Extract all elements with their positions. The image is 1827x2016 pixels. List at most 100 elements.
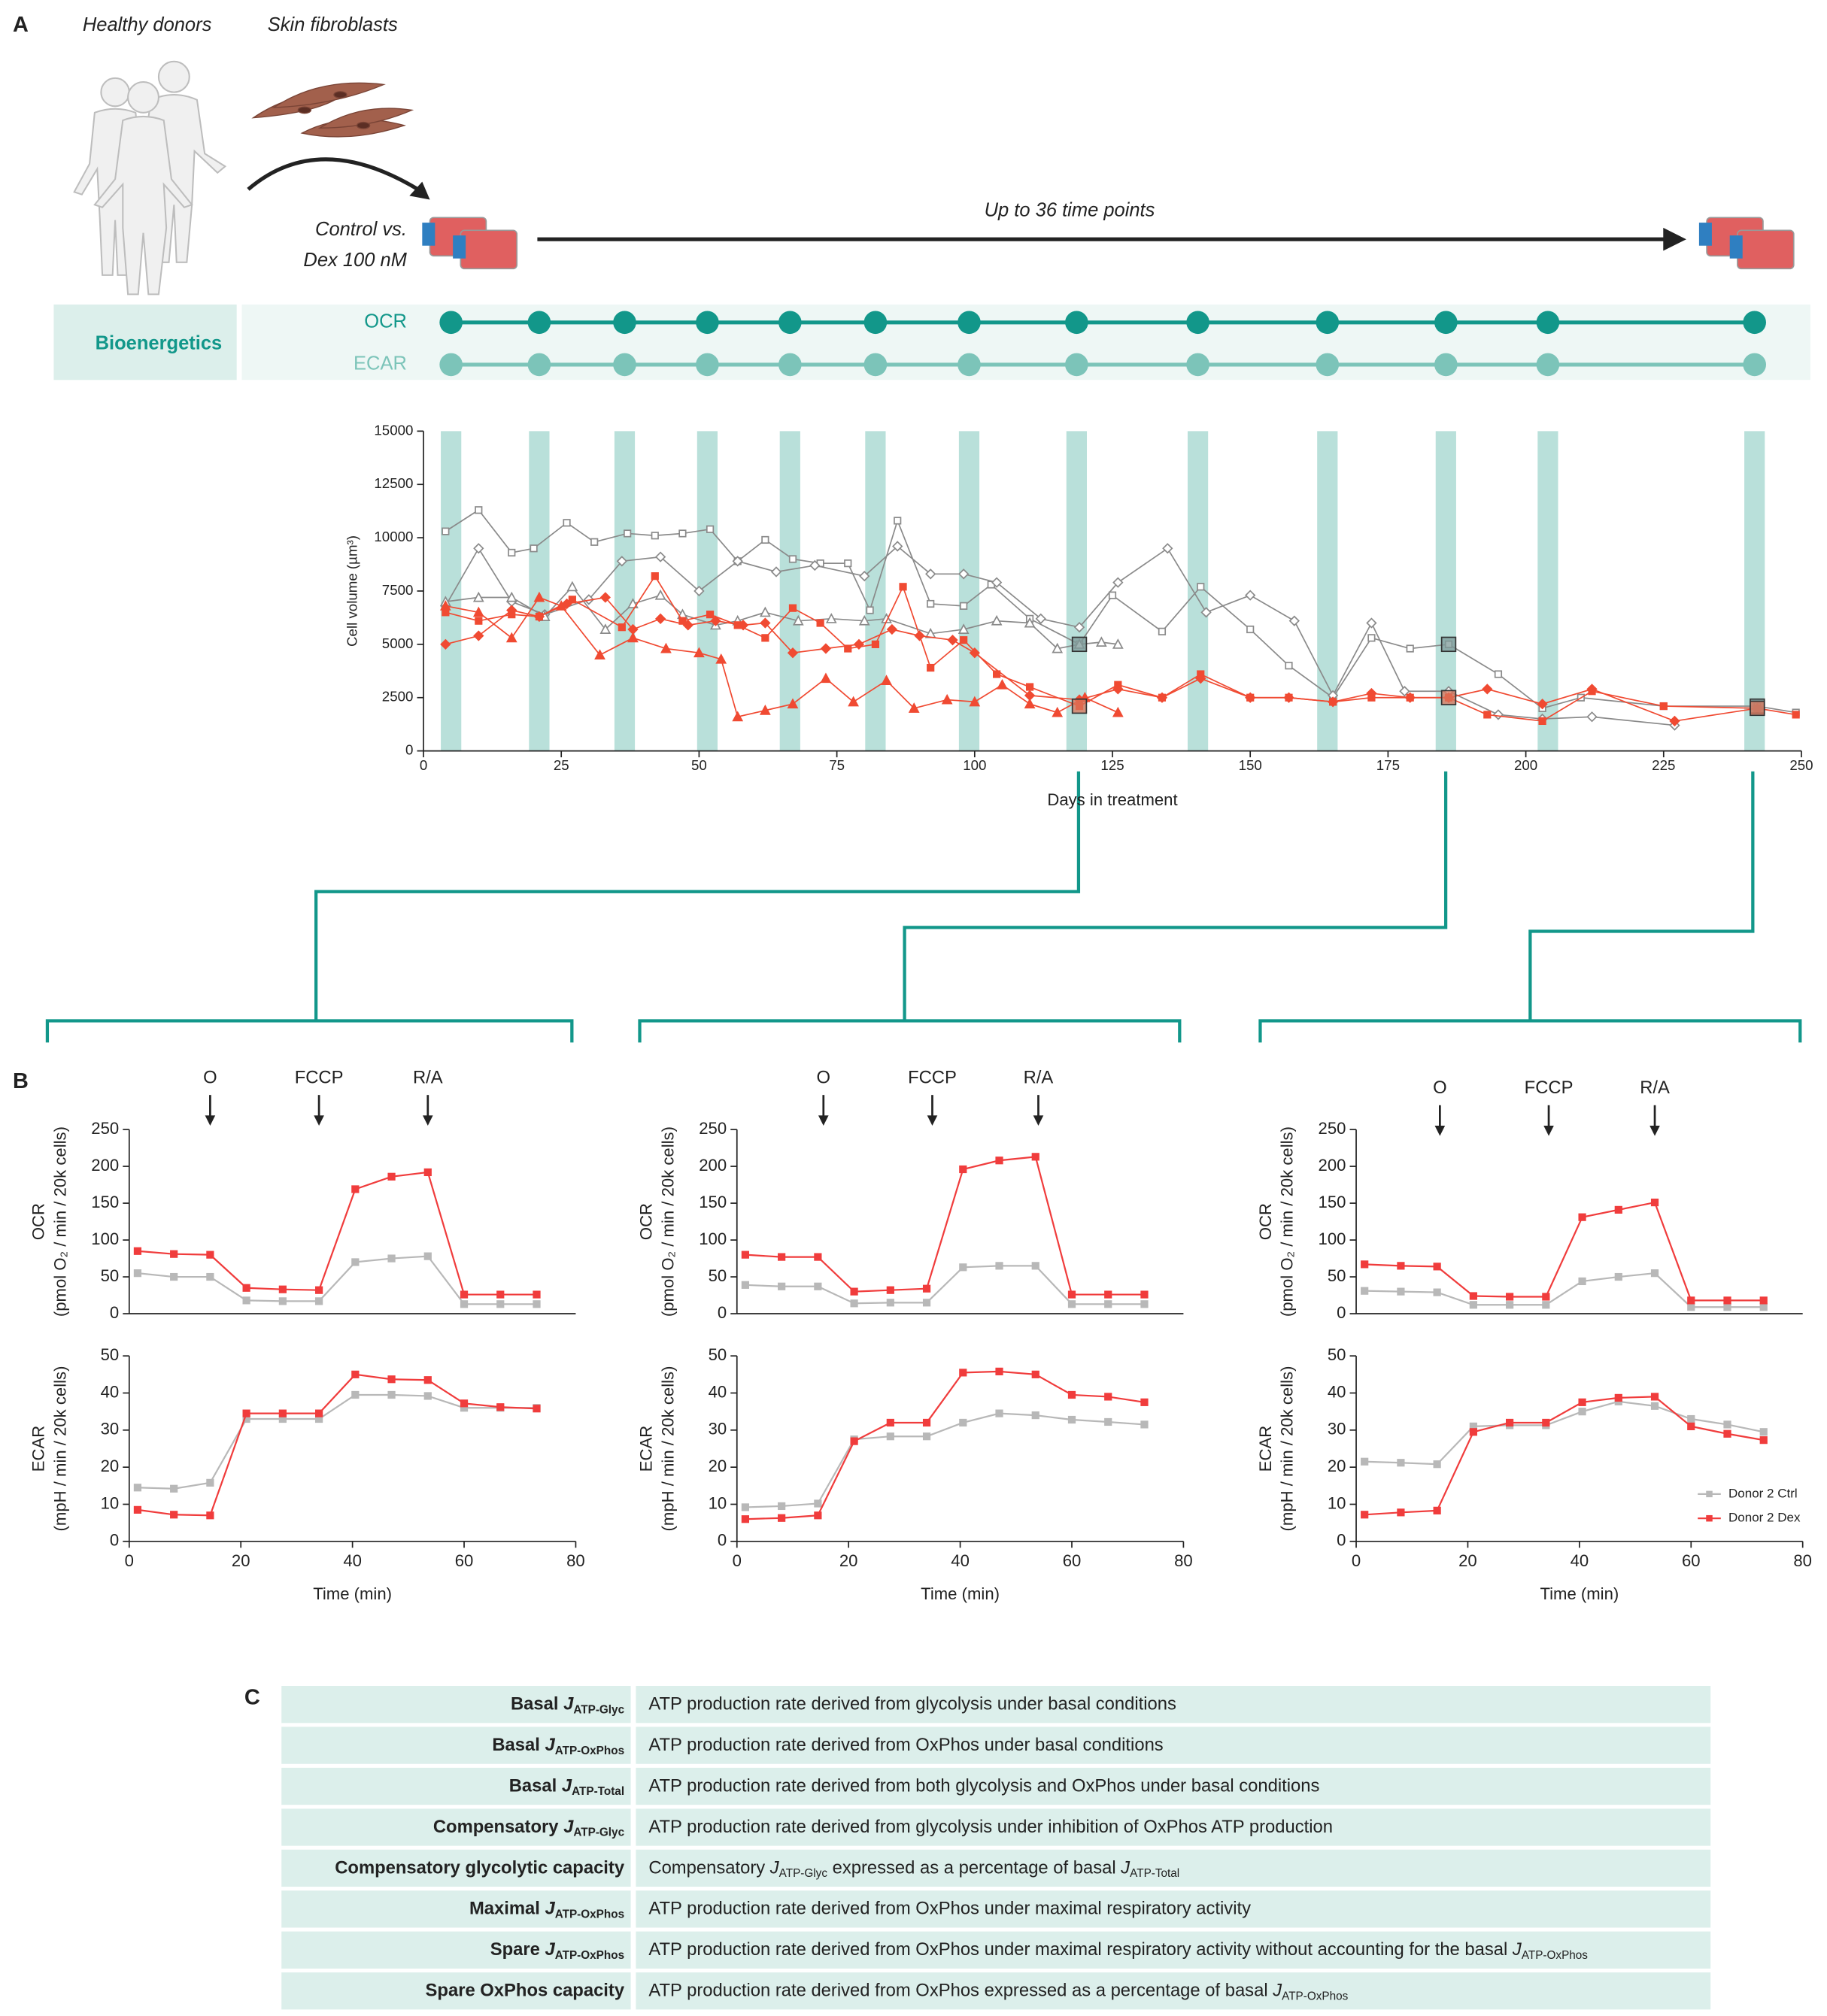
timepoint-dot — [439, 353, 463, 377]
y-tick-label: 50 — [101, 1345, 120, 1364]
marker — [792, 614, 804, 626]
marker — [1578, 1213, 1586, 1221]
marker — [886, 1286, 894, 1294]
marker — [1542, 1293, 1550, 1301]
y-tick-label: 200 — [91, 1156, 119, 1175]
marker — [886, 1299, 894, 1307]
y-tick-label: 0 — [110, 1303, 119, 1322]
series-line — [745, 1370, 1145, 1520]
marker — [133, 1505, 142, 1514]
marker — [508, 548, 516, 557]
row-label: Spare JATP-OxPhos — [490, 1939, 624, 1962]
marker — [1482, 684, 1493, 695]
legend-marker — [1706, 1490, 1713, 1498]
table-cell — [281, 1849, 631, 1887]
marker — [594, 649, 605, 659]
marker — [423, 1252, 432, 1260]
text-run: J — [1512, 1939, 1522, 1960]
marker — [710, 615, 721, 626]
marker — [496, 1290, 505, 1299]
timepoint-dot — [439, 311, 463, 335]
measure-label: ECAR — [354, 353, 407, 374]
marker — [590, 538, 599, 546]
marker — [881, 675, 892, 686]
marker — [1361, 1511, 1369, 1519]
y-tick-label: 40 — [101, 1382, 120, 1401]
marker — [505, 591, 517, 602]
marker — [472, 591, 484, 602]
measurement-band — [1537, 431, 1558, 751]
marker — [715, 653, 727, 664]
timepoint-dot — [958, 311, 981, 335]
marker — [814, 1499, 822, 1508]
y-tick-label: 100 — [91, 1229, 119, 1248]
marker — [778, 1282, 786, 1290]
marker — [206, 1251, 214, 1259]
x-tick-label: 25 — [554, 757, 569, 773]
marker — [850, 1437, 858, 1445]
marker — [886, 1432, 894, 1441]
marker — [995, 1409, 1003, 1417]
marker — [1506, 1293, 1514, 1301]
marker — [314, 1297, 323, 1305]
marker — [533, 1405, 541, 1413]
marker — [1114, 681, 1122, 689]
marker — [1537, 699, 1548, 710]
marker — [616, 556, 627, 567]
x-tick-label: 80 — [1793, 1551, 1812, 1570]
marker — [387, 1254, 396, 1263]
marker — [1759, 1303, 1768, 1311]
x-tick-label: 175 — [1376, 757, 1400, 773]
y-tick-label: 150 — [699, 1193, 727, 1211]
marker — [814, 1253, 822, 1261]
marker — [1112, 706, 1124, 717]
marker — [496, 1300, 505, 1308]
table-cell — [281, 1890, 631, 1928]
marker — [760, 617, 771, 629]
marker — [1588, 687, 1596, 696]
marker — [1650, 1198, 1659, 1207]
marker — [858, 614, 870, 626]
marker — [1586, 711, 1598, 723]
x-axis-label: Time (min) — [1540, 1584, 1619, 1603]
y-tick-label: 5000 — [382, 635, 414, 651]
marker — [693, 647, 705, 658]
row-label: Basal JATP-Total — [509, 1776, 624, 1799]
x-tick-label: 0 — [420, 757, 427, 773]
marker — [624, 529, 632, 538]
y-axis-label: (pmol O₂ / min / 20k cells) — [50, 1126, 69, 1317]
series-line — [1364, 1272, 1764, 1308]
marker — [1506, 1301, 1514, 1309]
marker — [1052, 706, 1064, 717]
marker — [809, 559, 821, 571]
text-run: Spare OxPhos capacity — [426, 1981, 625, 2001]
marker — [533, 1300, 541, 1308]
marker — [993, 670, 1001, 678]
marker — [1614, 1205, 1622, 1214]
y-tick-label: 200 — [699, 1156, 727, 1175]
annotation-label: O — [1433, 1078, 1447, 1098]
marker — [278, 1297, 287, 1305]
marker — [969, 647, 980, 659]
text-run: ATP production rate derived from OxPhos … — [648, 1939, 1513, 1960]
y-tick-label: 30 — [1328, 1420, 1346, 1438]
marker — [170, 1272, 178, 1281]
text-run: expressed as a percentage of basal — [827, 1858, 1121, 1878]
text-run: J — [545, 1939, 555, 1960]
marker — [969, 696, 981, 707]
condition-label: Dex 100 nM — [303, 250, 407, 271]
marker — [651, 532, 659, 540]
marker — [1433, 1263, 1441, 1271]
y-tick-label: 10000 — [374, 529, 413, 544]
marker — [1367, 693, 1376, 702]
marker — [1246, 693, 1255, 702]
measurement-band — [1744, 431, 1765, 751]
y-axis-label: Cell volume (µm³) — [344, 535, 360, 647]
marker — [908, 702, 920, 713]
y-tick-label: 0 — [1337, 1303, 1346, 1322]
marker — [825, 613, 837, 623]
marker — [1687, 1296, 1695, 1305]
row-description: ATP production rate derived from OxPhos … — [648, 1735, 1163, 1755]
marker — [925, 568, 936, 580]
